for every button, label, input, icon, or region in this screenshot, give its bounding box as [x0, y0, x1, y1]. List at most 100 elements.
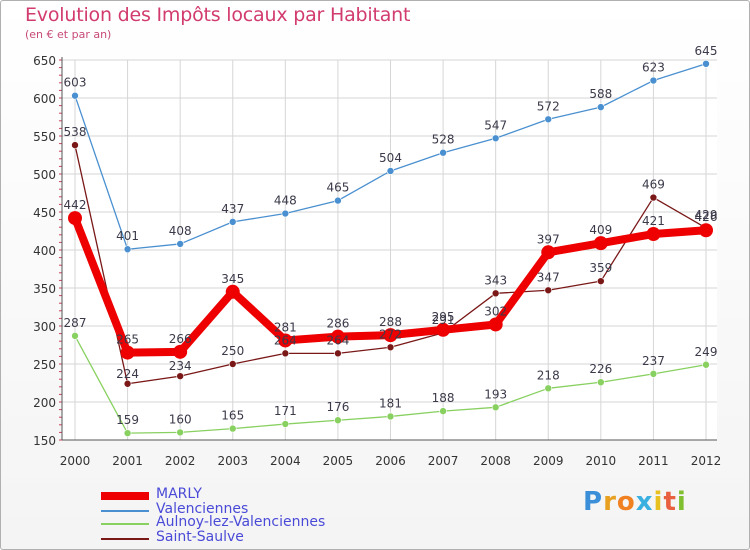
data-point — [544, 286, 553, 295]
legend-swatch — [101, 538, 149, 540]
data-label: 528 — [432, 133, 455, 147]
data-point — [123, 379, 132, 388]
data-label: 623 — [642, 61, 665, 75]
data-point — [436, 322, 451, 337]
y-tick-label: 150 — [33, 434, 56, 448]
y-tick-label: 250 — [33, 358, 56, 372]
data-label: 265 — [116, 333, 139, 347]
data-label: 645 — [695, 44, 718, 58]
data-label: 437 — [221, 202, 244, 216]
data-point — [386, 167, 395, 175]
chart-title: Evolution des Impôts locaux par Habitant — [25, 4, 411, 26]
legend-label: MARLY — [156, 486, 202, 502]
data-label: 538 — [64, 125, 87, 139]
x-tick-label: 2006 — [375, 454, 406, 468]
data-point — [439, 407, 447, 415]
data-point — [649, 193, 658, 202]
logo-letter: x — [635, 487, 654, 517]
data-label: 171 — [274, 404, 297, 418]
legend-item: Saint-Saulve — [101, 529, 244, 546]
x-tick-label: 2003 — [217, 454, 248, 468]
data-label: 281 — [274, 320, 297, 334]
data-point — [491, 403, 500, 412]
data-point — [541, 245, 556, 260]
data-label: 504 — [379, 151, 402, 165]
x-tick-label: 2005 — [323, 454, 354, 468]
data-label: 159 — [116, 413, 139, 427]
data-label: 250 — [221, 344, 244, 358]
data-label: 272 — [379, 327, 402, 341]
data-point — [120, 345, 135, 360]
x-tick-label: 2009 — [533, 454, 564, 468]
data-point — [334, 349, 342, 358]
data-point — [225, 284, 240, 299]
data-label: 469 — [642, 178, 665, 192]
data-label: 234 — [169, 359, 192, 373]
data-label: 302 — [484, 304, 507, 318]
data-label: 603 — [64, 76, 87, 90]
data-point — [71, 91, 79, 100]
data-label: 588 — [589, 87, 612, 101]
y-tick-label: 600 — [33, 92, 56, 106]
data-label: 266 — [169, 332, 192, 346]
data-label: 249 — [695, 345, 718, 359]
data-label: 237 — [642, 354, 665, 368]
data-label: 181 — [379, 396, 402, 410]
data-point — [173, 344, 188, 359]
y-tick-label: 350 — [33, 282, 56, 296]
x-tick-label: 2000 — [60, 454, 91, 468]
data-point — [649, 370, 658, 378]
data-label: 345 — [221, 272, 244, 286]
data-point — [544, 115, 553, 124]
legend-label: Valenciennes — [156, 501, 249, 517]
y-tick-label: 300 — [33, 320, 56, 334]
y-tick-label: 450 — [33, 206, 56, 220]
y-tick-label: 400 — [33, 244, 56, 258]
data-label: 343 — [484, 273, 507, 287]
data-point — [176, 372, 184, 380]
x-tick-label: 2010 — [586, 454, 617, 468]
y-tick-label: 500 — [33, 168, 56, 182]
x-tick-label: 2007 — [428, 454, 459, 468]
data-label: 160 — [169, 412, 192, 426]
y-tick-label: 650 — [33, 54, 56, 68]
chart-subtitle: (en € et par an) — [25, 28, 112, 41]
legend-label: Aulnoy-lez-Valenciennes — [156, 514, 326, 530]
data-point — [330, 329, 345, 344]
data-label: 448 — [274, 194, 297, 208]
legend-item: Valenciennes — [101, 501, 248, 518]
legend-swatch — [101, 510, 149, 512]
data-point — [597, 378, 605, 387]
data-point — [71, 332, 79, 340]
data-point — [439, 148, 447, 157]
data-point — [123, 245, 132, 254]
data-label: 264 — [326, 333, 349, 347]
proxiti-logo: Proxiti — [583, 487, 687, 517]
data-point — [176, 428, 184, 437]
data-point — [123, 429, 132, 437]
x-tick-label: 2002 — [165, 454, 196, 468]
data-label: 295 — [432, 310, 455, 324]
data-label: 193 — [484, 387, 507, 401]
data-label: 572 — [537, 99, 560, 113]
data-label: 291 — [432, 313, 455, 327]
data-point — [702, 59, 710, 68]
legend-item: MARLY — [101, 486, 202, 503]
data-point — [649, 76, 658, 85]
data-point — [646, 227, 661, 242]
logo-letter: P — [583, 487, 604, 517]
data-label: 176 — [326, 400, 349, 414]
data-label: 442 — [64, 198, 87, 212]
logo-letter: i — [676, 487, 687, 517]
x-tick-label: 2004 — [270, 454, 301, 468]
data-point — [386, 343, 395, 352]
y-tick-label: 550 — [33, 130, 56, 144]
data-point — [488, 317, 503, 332]
data-label: 547 — [484, 118, 507, 132]
legend-swatch — [101, 492, 149, 500]
x-tick-label: 2012 — [691, 454, 722, 468]
data-label: 264 — [274, 333, 297, 347]
data-label: 286 — [326, 317, 349, 331]
data-point — [281, 349, 290, 358]
